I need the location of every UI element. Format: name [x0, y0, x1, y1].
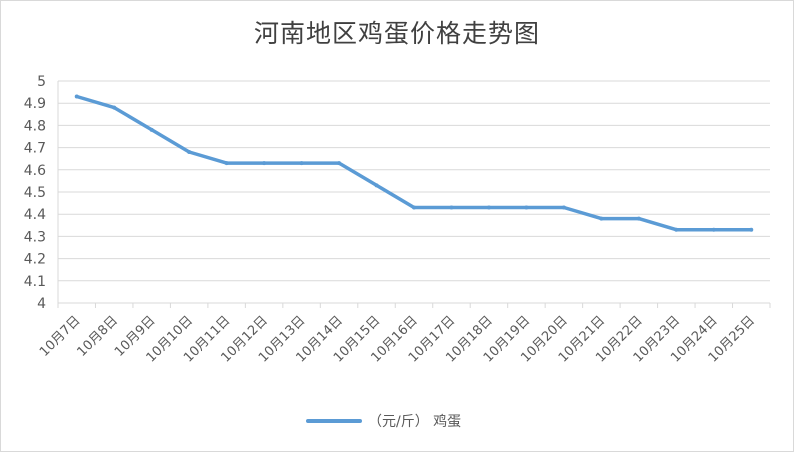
chart-title: 河南地区鸡蛋价格走势图 — [253, 19, 540, 48]
data-point — [749, 227, 754, 232]
data-point — [412, 205, 416, 210]
data-point — [524, 205, 529, 210]
data-point — [599, 216, 604, 221]
y-tick-label: 4.2 — [24, 252, 46, 268]
data-point — [74, 94, 79, 99]
series-line — [74, 94, 754, 232]
data-point — [112, 105, 117, 110]
y-tick-label: 4.1 — [24, 274, 46, 290]
legend: （元/斤） 鸡蛋 — [306, 413, 461, 430]
y-tick-label: 4.3 — [24, 229, 46, 245]
y-tick-label: 4.6 — [24, 163, 46, 179]
data-point — [149, 127, 154, 132]
x-tick-label: 10月7日 — [37, 313, 84, 360]
data-point — [636, 216, 641, 221]
data-point — [674, 227, 679, 232]
gridlines — [57, 80, 771, 308]
y-axis-ticks: 4 4.1 4.2 4.3 4.4 4.5 4.6 4.7 4.8 4.9 5 — [24, 74, 46, 312]
legend-label: （元/斤） 鸡蛋 — [368, 413, 461, 430]
y-tick-label: 4.7 — [24, 141, 46, 157]
data-point — [561, 205, 566, 210]
y-tick-label: 4.4 — [24, 207, 46, 223]
data-point — [486, 205, 491, 210]
x-axis-ticks: 10月7日10月8日10月9日10月10日10月11日10月12日10月13日1… — [37, 313, 758, 365]
series-layer — [74, 94, 754, 232]
data-point — [187, 150, 192, 155]
y-tick-label: 4.9 — [24, 96, 46, 112]
x-tick-label: 10月8日 — [74, 313, 121, 360]
y-tick-label: 4.5 — [24, 185, 46, 201]
data-point — [299, 161, 304, 166]
data-point — [337, 161, 342, 166]
data-point — [224, 161, 229, 166]
data-point — [374, 183, 379, 188]
y-tick-label: 4.8 — [24, 118, 46, 134]
data-point — [711, 227, 716, 232]
y-tick-label: 5 — [37, 74, 46, 90]
data-point — [262, 161, 267, 166]
y-tick-label: 4 — [37, 296, 46, 312]
data-point — [449, 205, 454, 210]
